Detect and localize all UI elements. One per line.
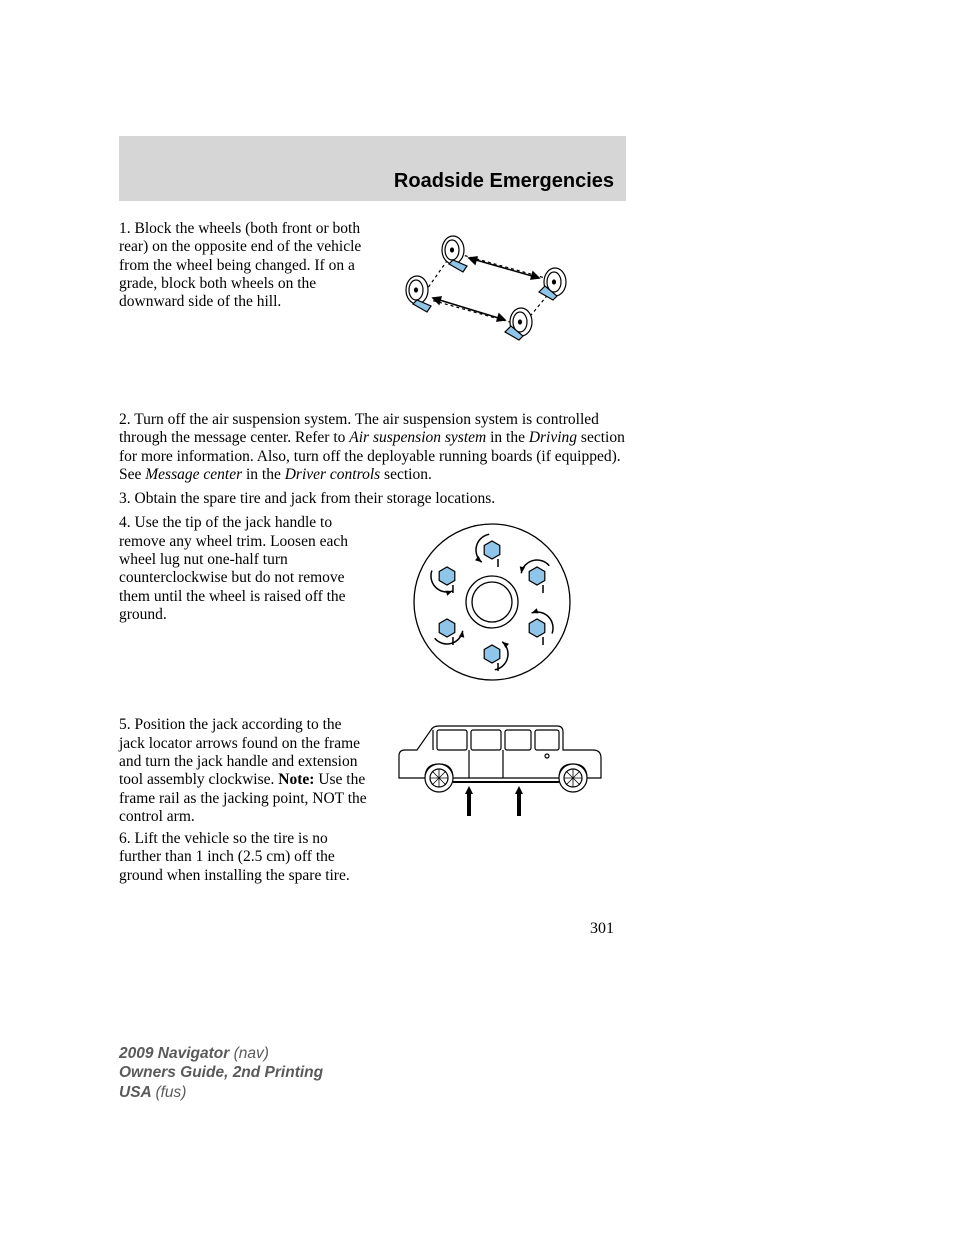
step-5-6-row: 5. Position the jack according to the ja…: [119, 716, 626, 885]
footer-line-1: 2009 Navigator (nav): [119, 1044, 323, 1063]
step-1-row: 1. Block the wheels (both front or both …: [119, 220, 626, 355]
footer-model: 2009 Navigator: [119, 1045, 234, 1062]
step-2-part-c: in the: [486, 429, 529, 446]
footer: 2009 Navigator (nav) Owners Guide, 2nd P…: [119, 1044, 323, 1102]
step-4-text: 4. Use the tip of the jack handle to rem…: [119, 514, 369, 694]
step-6-text: 6. Lift the vehicle so the tire is no fu…: [119, 830, 369, 885]
wheel-block-figure: [387, 220, 597, 355]
step-5-text: 5. Position the jack according to the ja…: [119, 716, 369, 826]
lugnut-figure: (function(){ const svg = document.curren…: [387, 514, 597, 694]
footer-code-1: (nav): [234, 1045, 269, 1062]
step-3-text: 3. Obtain the spare tire and jack from t…: [119, 490, 626, 508]
step-2-text: 2. Turn off the air suspension system. T…: [119, 411, 626, 484]
step-5-note-label: Note:: [278, 771, 314, 788]
page-content: 1. Block the wheels (both front or both …: [119, 220, 626, 901]
step-2-ref-2: Driving: [529, 429, 577, 446]
footer-line-2: Owners Guide, 2nd Printing: [119, 1063, 323, 1082]
step-1-text: 1. Block the wheels (both front or both …: [119, 220, 369, 355]
footer-region: USA: [119, 1084, 155, 1101]
step-2-ref-1: Air suspension system: [349, 429, 486, 446]
step-4-row: 4. Use the tip of the jack handle to rem…: [119, 514, 626, 694]
section-title: Roadside Emergencies: [394, 170, 614, 193]
step-2-ref-3: Message center: [145, 466, 242, 483]
footer-code-2: (fus): [155, 1084, 186, 1101]
step-2-part-i: section.: [380, 466, 432, 483]
section-header: Roadside Emergencies: [119, 136, 626, 201]
footer-line-3: USA (fus): [119, 1083, 323, 1102]
page-number: 301: [590, 920, 614, 938]
step-5-6-textcol: 5. Position the jack according to the ja…: [119, 716, 369, 885]
step-2-ref-4: Driver controls: [285, 466, 380, 483]
step-2-part-g: in the: [242, 466, 285, 483]
vehicle-jack-figure: [387, 716, 617, 885]
